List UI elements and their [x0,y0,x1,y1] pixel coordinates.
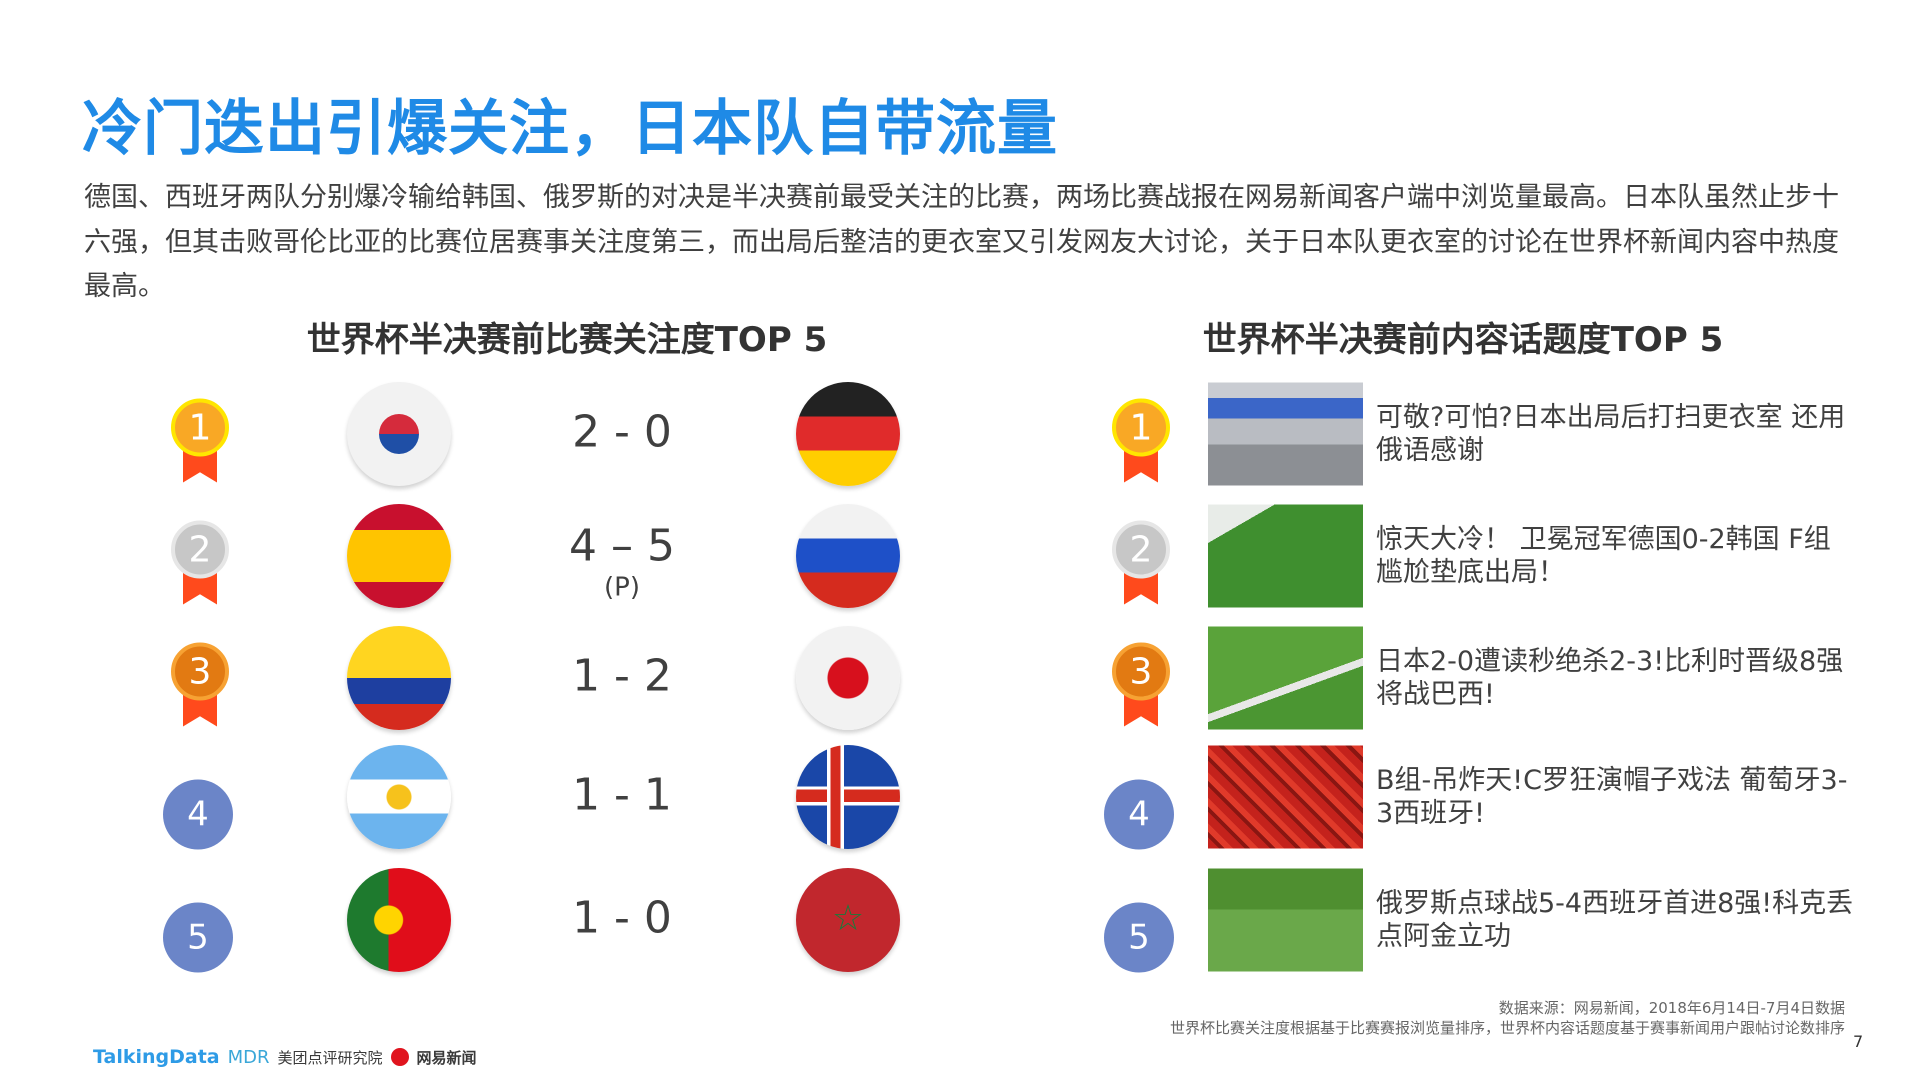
rank-number: 4 [1104,779,1174,850]
rank-number: 3 [1112,642,1170,701]
news-headline[interactable]: 日本2-0遭读秒绝杀2-3!比利时晋级8强将战巴西! [1376,646,1844,710]
rank-plain-medal-icon: 4 [1104,762,1174,857]
rank-number: 5 [163,902,233,973]
germany-flag-icon [796,382,900,486]
news-headline[interactable]: 俄罗斯点球战5-4西班牙首进8强!科克丢点阿金立功 [1376,888,1854,952]
rank-number: 2 [171,520,229,579]
rank-gold-medal-icon: 1 [1112,398,1174,494]
japan-flag-icon [796,626,900,730]
match-score: 4 – 5 (P) [569,520,675,603]
rank-bronze-medal-icon: 3 [171,642,233,738]
talkingdata-logo: TalkingData [93,1046,220,1068]
data-source: 数据来源：网易新闻，2018年6月14日-7月4日数据 [1498,999,1845,1017]
news-headline[interactable]: B组-吊炸天!C罗狂演帽子戏法 葡萄牙3-3西班牙! [1376,765,1848,829]
footer-logos: TalkingData MDR 美团点评研究院 网易新闻 [93,1046,477,1068]
score-text: 1 - 2 [572,650,672,702]
rank-number: 1 [171,398,229,457]
meituan-logo: 美团点评研究院 [277,1048,383,1067]
russia-flag-icon [796,504,900,608]
penalty-label: (P) [604,572,640,603]
fans-crowd-photo [1208,745,1363,849]
page-number: 7 [1853,1032,1864,1051]
netease-logo: 网易新闻 [416,1048,477,1067]
rank-number: 5 [1104,902,1174,973]
score-text: 1 - 1 [572,769,672,821]
score-text: 1 - 0 [572,892,672,944]
netease-icon [390,1048,409,1066]
match-score: 2 - 0 [572,407,672,458]
rank-number: 3 [171,642,229,701]
colombia-flag-icon [347,626,451,730]
rank-silver-medal-icon: 2 [171,520,233,616]
match-score: 1 - 2 [572,651,672,702]
goalkeeper-photo [1208,626,1363,730]
rank-number: 2 [1112,520,1170,579]
news-headline[interactable]: 惊天大冷！ 卫冕冠军德国0-2韩国 F组尴尬垫底出局！ [1376,524,1831,588]
score-text: 2 - 0 [572,406,672,458]
score-text: 4 – 5 [569,520,675,572]
mdr-logo: MDR [227,1046,270,1068]
left-section-title: 世界杯半决赛前比赛关注度TOP 5 [306,320,828,360]
celebration-photo [1208,868,1363,972]
south-korea-flag-icon [347,382,451,486]
intro-paragraph: 德国、西班牙两队分别爆冷输给韩国、俄罗斯的对决是半决赛前最受关注的比赛，两场比赛… [84,182,1839,302]
rank-plain-medal-icon: 5 [1104,885,1174,980]
locker-room-photo [1208,382,1363,486]
rank-plain-medal-icon: 5 [163,885,233,980]
page-title: 冷门迭出引爆关注，日本队自带流量 [82,94,1058,164]
rank-number: 1 [1112,398,1170,457]
rank-gold-medal-icon: 1 [171,398,233,494]
rank-silver-medal-icon: 2 [1112,520,1174,616]
rank-plain-medal-icon: 4 [163,762,233,857]
rank-bronze-medal-icon: 3 [1112,642,1174,738]
iceland-flag-icon [796,745,900,849]
right-section-title: 世界杯半决赛前内容话题度TOP 5 [1202,320,1724,360]
portugal-flag-icon [347,868,451,972]
news-headline[interactable]: 可敬?可怕?日本出局后打扫更衣室 还用俄语感谢 [1376,402,1846,466]
ranking-note: 世界杯比赛关注度根据基于比赛赛报浏览量排序，世界杯内容话题度基于赛事新闻用户跟帖… [1169,1019,1845,1037]
morocco-flag-icon: ☆ [796,868,900,972]
spain-flag-icon [347,504,451,608]
match-score: 1 - 0 [572,893,672,944]
match-score: 1 - 1 [572,770,672,821]
rank-number: 4 [163,779,233,850]
goal-scene-photo [1208,504,1363,608]
argentina-flag-icon [347,745,451,849]
